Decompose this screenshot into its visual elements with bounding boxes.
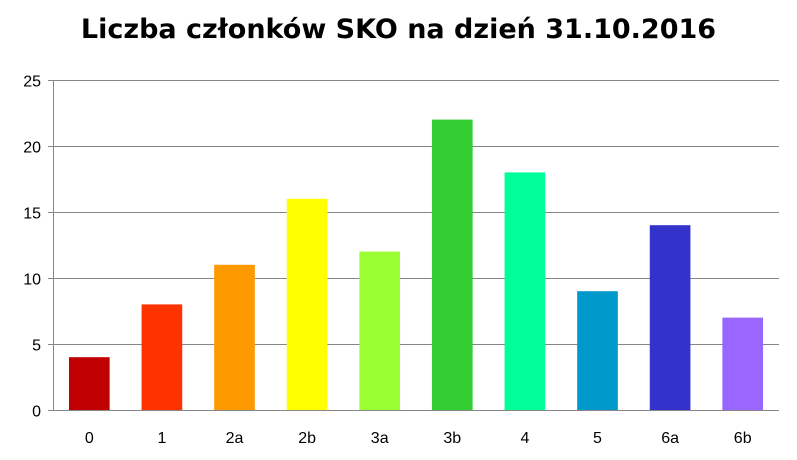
x-tick-label: 0 [85, 430, 94, 447]
x-tick-label: 3a [371, 430, 389, 447]
x-tick-label: 1 [157, 430, 166, 447]
y-tick-label: 5 [32, 338, 41, 355]
x-tick-label: 2a [226, 430, 244, 447]
y-tick-label: 25 [23, 74, 41, 91]
x-tick-label: 6b [734, 430, 752, 447]
bar [431, 119, 473, 410]
bar [649, 225, 691, 410]
y-tick-label: 20 [23, 140, 41, 157]
x-tick-label: 5 [593, 430, 602, 447]
y-tick-labels: 0 5 10 15 20 25 [23, 74, 41, 421]
bar [286, 198, 328, 410]
bar [68, 357, 110, 410]
bar [504, 172, 546, 410]
axes [48, 80, 779, 411]
y-tick-label: 15 [23, 206, 41, 223]
bar [214, 264, 255, 410]
y-tick-label: 0 [32, 404, 41, 421]
bar [722, 317, 764, 410]
x-tick-labels: 0 1 2a 2b 3a 3b 4 5 6a 6b [85, 430, 752, 447]
chart-title: Liczba członków SKO na dzień 31.10.2016 [80, 14, 717, 45]
x-tick-label: 3b [443, 430, 461, 447]
y-tick-label: 10 [23, 272, 41, 289]
bars [68, 119, 764, 410]
x-tick-label: 2b [298, 430, 316, 447]
x-tick-label: 6a [661, 430, 679, 447]
bar [141, 304, 183, 410]
x-tick-label: 4 [520, 430, 529, 447]
bar [577, 291, 618, 410]
bar [359, 251, 401, 410]
